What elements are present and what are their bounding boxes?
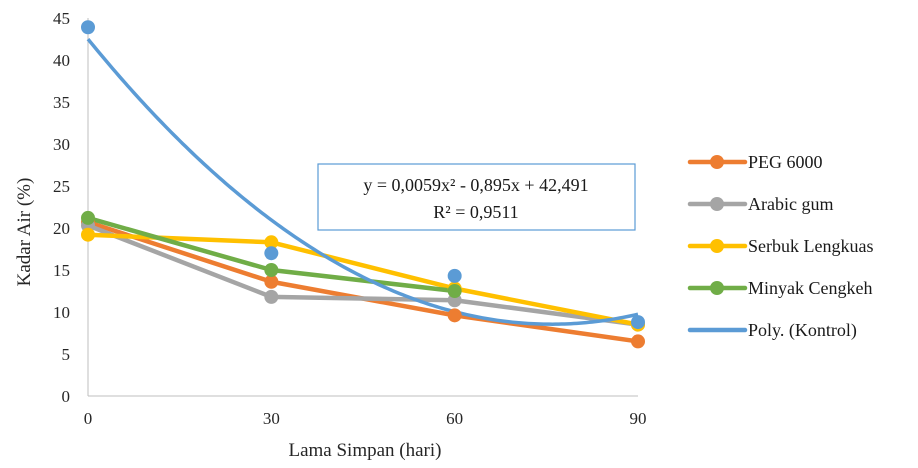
y-tick-label: 10	[53, 303, 70, 322]
legend-swatch-marker	[710, 155, 724, 169]
data-point-minyak-cengkeh	[81, 210, 95, 225]
y-tick-label: 5	[62, 345, 71, 364]
legend-label: Poly. (Kontrol)	[748, 320, 857, 341]
legend-label: Arabic gum	[748, 194, 833, 214]
x-tick-label: 30	[263, 409, 280, 428]
legend-label: Serbuk Lengkuas	[748, 236, 873, 256]
legend-item-peg-6000: PEG 6000	[687, 152, 823, 172]
data-point-arabic-gum	[264, 289, 279, 304]
legend-label: Minyak Cengkeh	[748, 278, 872, 298]
axes	[87, 18, 638, 397]
y-tick-label: 35	[53, 93, 70, 112]
legend-item-arabic-gum: Arabic gum	[687, 194, 833, 214]
legend-swatch-marker	[710, 239, 724, 253]
legend-swatch-marker	[710, 197, 724, 211]
trendline-equation-box: y = 0,0059x² - 0,895x + 42,491 R² = 0,95…	[317, 163, 636, 231]
y-tick-label: 25	[53, 177, 70, 196]
x-tick-label: 0	[84, 409, 93, 428]
legend-swatch-marker	[710, 281, 724, 295]
data-point-kontrol	[631, 315, 645, 330]
data-point-serbuk-lengkuas	[264, 235, 279, 250]
x-tick-label: 60	[446, 409, 463, 428]
trendline-r-squared: R² = 0,9511	[433, 202, 518, 222]
data-point-minyak-cengkeh	[447, 284, 462, 298]
y-tick-label: 45	[53, 9, 70, 28]
data-point-peg-6000	[447, 308, 462, 323]
y-tick-label: 40	[53, 51, 70, 70]
x-axis-label: Lama Simpan (hari)	[288, 440, 441, 461]
x-tick-labels: 0 30 60 90	[84, 409, 647, 428]
data-point-kontrol	[264, 246, 279, 261]
y-axis-label: Kadar Air (%)	[14, 178, 35, 287]
legend: PEG 6000 Arabic gum Serbuk Lengkuas Minyak …	[687, 152, 873, 341]
data-point-kontrol	[81, 20, 95, 35]
series-markers	[81, 20, 645, 349]
legend-item-minyak-cengkeh: Minyak Cengkeh	[687, 278, 872, 298]
legend-item-poly-kontrol: Poly. (Kontrol)	[687, 320, 857, 341]
data-point-minyak-cengkeh	[264, 263, 279, 277]
data-point-peg-6000	[264, 274, 279, 289]
data-point-kontrol	[447, 268, 462, 283]
y-tick-label: 20	[53, 219, 70, 238]
legend-label: PEG 6000	[748, 152, 823, 172]
trendline-kontrol	[86, 37, 639, 326]
y-tick-labels: 0 5 10 15 20 25 30 35 40 45	[53, 9, 70, 406]
data-point-peg-6000	[631, 334, 645, 349]
data-point-serbuk-lengkuas	[81, 227, 95, 242]
y-tick-label: 15	[53, 261, 70, 280]
y-tick-label: 0	[62, 387, 71, 406]
legend-item-serbuk-lengkuas: Serbuk Lengkuas	[687, 236, 873, 256]
x-tick-label: 90	[630, 409, 647, 428]
trendline-equation: y = 0,0059x² - 0,895x + 42,491	[363, 175, 588, 195]
series-line-arabic-gum	[85, 223, 641, 327]
y-tick-label: 30	[53, 135, 70, 154]
series-line-serbuk-lengkuas	[85, 232, 641, 327]
